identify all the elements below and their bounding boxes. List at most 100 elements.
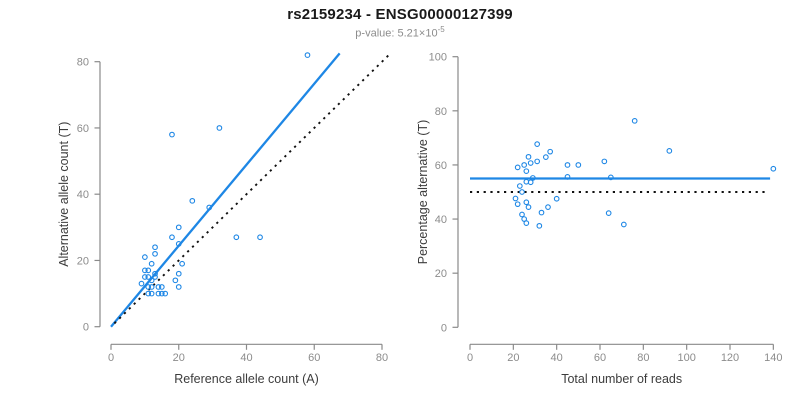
data-point (527, 179, 534, 186)
data-point (158, 290, 165, 297)
pvalue-subtitle: p-value: 5.21×10-5 (0, 25, 800, 40)
data-point (523, 168, 530, 175)
data-point (564, 162, 571, 168)
data-point (148, 284, 155, 290)
data-point (525, 204, 532, 211)
data-point (523, 220, 530, 226)
y-tick-label: 80 (77, 57, 89, 69)
data-point (631, 117, 638, 124)
data-point (304, 52, 311, 58)
x-axis-title: Reference allele count (A) (174, 372, 319, 386)
data-point (206, 204, 213, 211)
data-point (257, 234, 263, 241)
data-point (138, 280, 145, 287)
data-point (527, 160, 534, 166)
data-point (529, 175, 536, 181)
data-point (542, 154, 549, 160)
data-point (152, 270, 158, 277)
pvalue-mantissa: 5.21×10 (397, 27, 438, 40)
pvalue-exponent: -5 (437, 25, 445, 34)
x-tick-label: 0 (108, 352, 114, 364)
data-point (519, 211, 525, 218)
data-point (145, 284, 152, 290)
data-point (155, 290, 162, 297)
data-point (536, 222, 543, 229)
y-tick-label: 0 (441, 322, 447, 334)
data-point (601, 158, 608, 165)
data-point (175, 284, 182, 290)
data-point (142, 274, 148, 280)
data-point (523, 199, 530, 206)
y-tick-label: 20 (435, 268, 447, 280)
y-tick-label: 100 (429, 52, 447, 64)
data-point (770, 165, 777, 172)
data-point (216, 125, 223, 131)
data-point (175, 224, 182, 231)
data-point (169, 234, 175, 241)
pvalue-label: p-value: (355, 27, 398, 40)
y-tick-label: 60 (435, 160, 447, 172)
data-point (148, 290, 155, 297)
data-point (620, 221, 627, 228)
data-point (519, 189, 525, 195)
x-axis-title: Total number of reads (561, 372, 682, 386)
x-tick-label: 140 (764, 352, 782, 364)
data-point (148, 277, 155, 284)
data-point (666, 148, 673, 154)
x-tick-label: 20 (173, 352, 185, 364)
x-tick-label: 120 (721, 352, 739, 364)
data-point (545, 204, 551, 211)
identity-line (113, 54, 390, 325)
data-point (521, 162, 528, 168)
left-plot: 0 20 40 60 80 0 20 40 60 80 Alternative allele cou… (57, 52, 390, 386)
x-tick-label: 100 (677, 352, 695, 364)
x-tick-label: 60 (308, 352, 320, 364)
x-tick-label: 20 (507, 352, 519, 364)
data-point (534, 158, 541, 165)
data-point (145, 267, 152, 274)
data-point (142, 267, 148, 274)
y-tick-label: 20 (77, 255, 89, 267)
data-point (516, 183, 523, 189)
fit-line (110, 52, 341, 328)
data-point (189, 197, 196, 204)
page-title: rs2159234 - ENSG00000127399 (287, 6, 513, 23)
x-tick-label: 0 (467, 352, 473, 364)
x-tick-label: 60 (594, 352, 606, 364)
y-tick-label: 40 (435, 214, 447, 226)
data-point (179, 260, 185, 267)
y-tick-label: 60 (77, 123, 89, 135)
data-point (553, 195, 560, 202)
x-tick-label: 40 (551, 352, 563, 364)
data-point (145, 290, 152, 297)
data-point (605, 210, 612, 216)
x-tick-label: 80 (376, 352, 388, 364)
data-point (514, 164, 521, 171)
data-point (534, 141, 541, 147)
data-point (152, 244, 158, 251)
data-point (607, 174, 614, 181)
y-tick-label: 40 (77, 189, 89, 201)
data-point (175, 241, 182, 247)
y-tick-label: 80 (435, 106, 447, 118)
data-point (145, 274, 152, 280)
data-point (525, 153, 532, 160)
y-axis-title: Alternative allele count (T) (57, 122, 71, 267)
data-point (148, 260, 155, 267)
y-axis-title: Percentage alternative (T) (416, 120, 430, 265)
data-point (514, 201, 521, 208)
data-point (172, 277, 179, 284)
data-point (152, 274, 158, 280)
data-point (142, 254, 148, 260)
data-point (175, 270, 182, 277)
data-point (158, 284, 165, 290)
x-tick-label: 40 (240, 352, 252, 364)
data-point (512, 195, 519, 202)
data-point (155, 284, 162, 290)
right-plot: 0 20 40 60 80 100 0 20 40 60 80 100 120 140 Percentage… (416, 52, 783, 386)
data-point (575, 162, 582, 168)
data-point (152, 250, 158, 257)
data-point (564, 173, 571, 180)
